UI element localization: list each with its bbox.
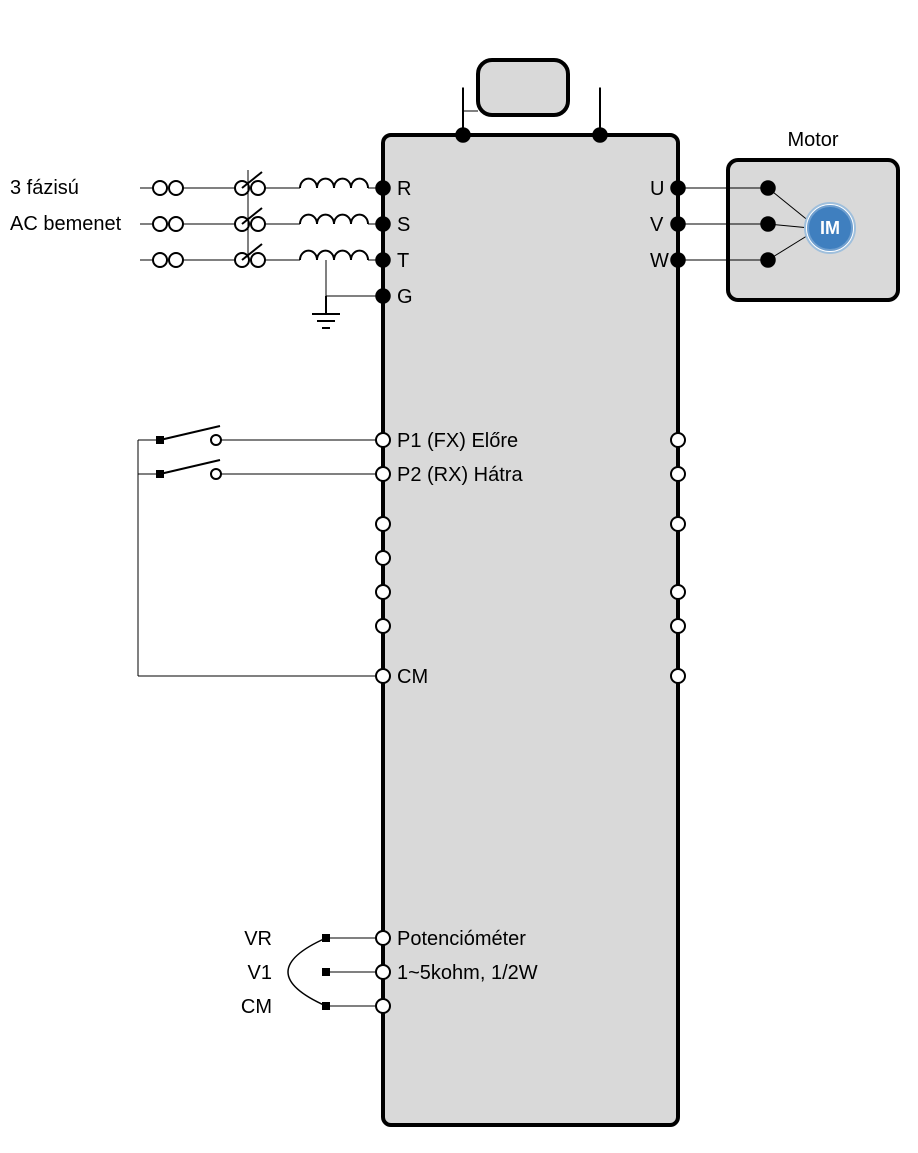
terminal-P2-label: P2 (RX) Hátra [397, 464, 523, 486]
terminal-P1-label: P1 (FX) Előre [397, 430, 518, 452]
terminal-G-label: G [397, 286, 413, 308]
terminal-S-label: S [397, 214, 410, 236]
ac-input-label-2: AC bemenet [10, 213, 122, 235]
pot-V1-label: V1 [248, 962, 272, 984]
braking-resistor-box [478, 60, 568, 115]
pot-CM-label: CM [241, 996, 272, 1018]
pot-desc-2: 1~5kohm, 1/2W [397, 962, 538, 984]
terminal-T-label: T [397, 250, 409, 272]
terminal-V-label: V [650, 214, 664, 236]
terminal-R-label: R [397, 178, 411, 200]
terminal-U-label: U [650, 178, 664, 200]
pot-VR-label: VR [244, 928, 272, 950]
terminal-CM-label: CM [397, 666, 428, 688]
motor-im-label: IM [820, 218, 840, 238]
terminal-W-label: W [650, 250, 669, 272]
motor-title: Motor [787, 129, 838, 151]
ac-input-label-1: 3 fázisú [10, 177, 79, 199]
pot-desc-1: Potencióméter [397, 928, 526, 950]
